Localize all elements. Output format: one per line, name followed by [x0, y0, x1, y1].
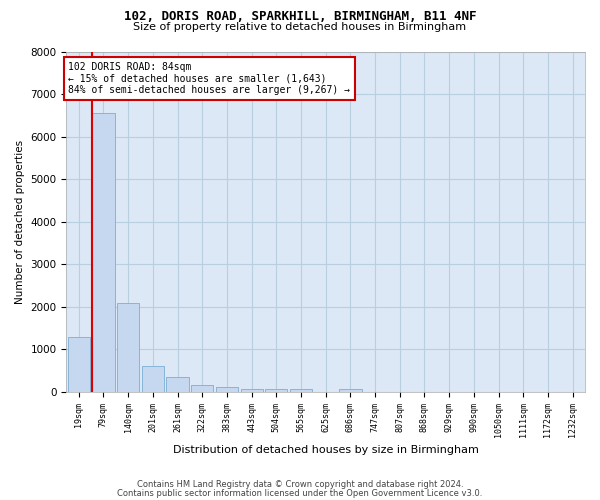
Bar — [216, 388, 238, 392]
Text: 102 DORIS ROAD: 84sqm
← 15% of detached houses are smaller (1,643)
84% of semi-d: 102 DORIS ROAD: 84sqm ← 15% of detached … — [68, 62, 350, 96]
Bar — [265, 389, 287, 392]
Bar — [191, 385, 214, 392]
Y-axis label: Number of detached properties: Number of detached properties — [15, 140, 25, 304]
Bar — [290, 389, 312, 392]
Bar — [241, 389, 263, 392]
Bar — [166, 378, 188, 392]
X-axis label: Distribution of detached houses by size in Birmingham: Distribution of detached houses by size … — [173, 445, 479, 455]
Text: Contains HM Land Registry data © Crown copyright and database right 2024.: Contains HM Land Registry data © Crown c… — [137, 480, 463, 489]
Text: 102, DORIS ROAD, SPARKHILL, BIRMINGHAM, B11 4NF: 102, DORIS ROAD, SPARKHILL, BIRMINGHAM, … — [124, 10, 476, 23]
Text: Size of property relative to detached houses in Birmingham: Size of property relative to detached ho… — [133, 22, 467, 32]
Text: Contains public sector information licensed under the Open Government Licence v3: Contains public sector information licen… — [118, 488, 482, 498]
Bar — [68, 336, 90, 392]
Bar — [117, 302, 139, 392]
Bar — [142, 366, 164, 392]
Bar — [339, 389, 362, 392]
Bar — [92, 113, 115, 392]
